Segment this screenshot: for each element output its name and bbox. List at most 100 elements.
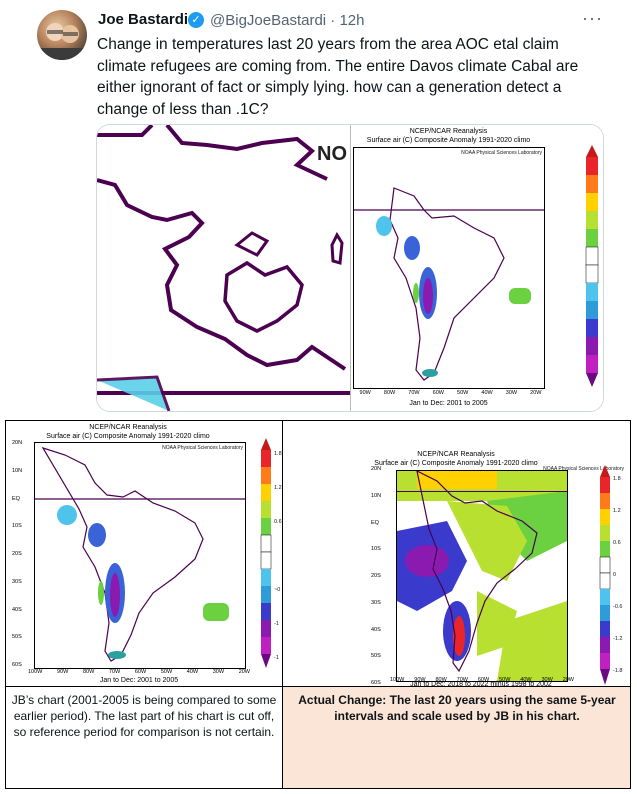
right-map-subtitle: NOAA Physical Sciences Laboratory [543,466,624,472]
right-map-footer: Jan to Dec: 2018 to 2022 minus 1998 to 2… [410,681,552,688]
left-map-subtitle: NOAA Physical Sciences Laboratory [162,445,243,451]
y-tick: 20S [12,551,22,557]
left-map-plot: NOAA Physical Sciences Laboratory [34,442,246,669]
left-scale-label: 0.6 [274,519,282,525]
left-scale-label: ~0 [274,587,281,593]
grid-line-mid [5,686,631,687]
y-tick: 10N [371,492,382,499]
right-scale-label: 1.2 [613,508,621,514]
card-map-title1: NCEP/NCAR Reanalysis [409,128,488,135]
x-tick: 70W [408,390,420,396]
y-tick: 60S [371,680,381,686]
right-map-yticks: 20N 10N EQ 10S 20S 30S 40S 50S 60S [371,466,393,686]
left-map-title2: Surface air (C) Composite Anomaly 1991-2… [46,433,210,440]
left-scale-label: 1.2 [274,485,282,491]
caption-right: Actual Change: The last 20 years using t… [298,693,616,723]
x-tick: 80W [82,669,95,675]
y-tick: 20N [371,466,382,472]
caption-right-bg [283,687,630,788]
right-map-title1: NCEP/NCAR Reanalysis [417,451,495,458]
grid-line-right [630,420,631,789]
x-tick: 60W [432,390,444,396]
right-map-colorbar [599,465,611,685]
x-tick: 70W [108,669,121,675]
y-tick: EQ [12,495,20,502]
card-map-plot: NOAA Physical Sciences Laboratory [353,147,545,389]
verified-badge-icon: ✓ [188,12,204,28]
handle[interactable]: @BigJoeBastardi [210,12,327,29]
timestamp[interactable]: · 12h [330,12,365,29]
x-tick: 40W [186,669,199,675]
display-name[interactable]: Joe Bastardi [98,11,189,28]
zoomed-map-crop [97,125,350,411]
x-tick: 50W [457,390,469,396]
x-tick: 100W [390,677,405,683]
left-scale-label: -1 [274,621,279,627]
right-scale-label: 0 [613,572,617,578]
x-tick: 50W [499,677,511,683]
grid-line-left [5,420,6,789]
x-tick: 100W [28,669,43,675]
left-map-footer: Jan to Dec: 2001 to 2005 [99,677,179,684]
x-tick: 20W [238,669,250,675]
x-tick: 50W [160,669,173,675]
card-colorbar [585,145,599,387]
y-tick: 30S [371,599,381,606]
y-tick: 30S [12,578,22,585]
x-tick: 70W [456,677,468,683]
y-tick: EQ [371,519,379,526]
x-tick: 90W [414,677,426,683]
left-map-yticks: 20N 10N EQ 10S 20S 30S 40S 50S 60S [12,440,32,668]
right-scale-label: -1.8 [613,668,623,674]
card-map-footer: Jan to Dec: 2001 to 2005 [409,400,488,407]
left-map-figure: NCEP/NCAR Reanalysis Surface air (C) Com… [8,423,282,685]
right-map-title2: Surface air (C) Composite Anomaly 1991-2… [374,460,538,467]
right-scale-label: -0.6 [613,604,623,610]
card-map-subtitle: NOAA Physical Sciences Laboratory [461,150,542,156]
card-map-xticks: 90W 80W 70W 60W 50W 40W 30W 20W [353,390,548,396]
crop-label: NO [317,143,347,165]
left-map-colorbar [260,438,272,668]
right-map-figure: NCEP/NCAR Reanalysis Surface air (C) Com… [286,423,628,688]
x-tick: 90W [57,669,69,675]
grid-line-center [282,420,283,789]
grid-line-bottom [5,788,631,789]
avatar[interactable] [37,10,87,60]
y-tick: 10S [371,546,381,553]
y-tick: 40S [12,606,22,613]
y-tick: 20S [371,573,381,579]
y-tick: 20N [12,440,23,446]
left-scale-label: 1.8 [274,451,282,457]
caption-left: JB’s chart (2001-2005 is being compared … [11,693,277,739]
right-scale-label: 1.8 [613,476,621,482]
y-tick: 40S [371,626,381,633]
y-tick: 10S [12,523,22,530]
y-tick: 60S [12,662,22,668]
y-tick: 10N [12,467,23,474]
x-tick: 30W [505,390,518,396]
card-map-panel: NCEP/NCAR Reanalysis Surface air (C) Com… [350,125,603,411]
more-icon[interactable]: ··· [582,8,603,28]
right-scale-label: -1.2 [613,636,623,642]
right-map-plot [396,470,568,682]
tweet-handle-time[interactable]: @BigJoeBastardi · 12h [210,12,365,29]
y-tick: 50S [371,653,381,660]
x-tick: 20W [530,390,542,396]
x-tick: 20W [562,677,574,683]
x-tick: 40W [481,390,493,396]
tweet-media-card[interactable]: NO NCEP/NCAR Reanalysis Surface air (C) … [96,124,604,412]
x-tick: 30W [541,677,553,683]
x-tick: 60W [477,677,490,683]
left-map-title1: NCEP/NCAR Reanalysis [89,424,167,431]
left-scale-label: -1 [274,655,279,661]
card-map-title2: Surface air (C) Composite Anomaly 1991-2… [366,137,531,144]
tweet-text: Change in temperatures last 20 years fro… [97,36,579,118]
grid-line-top [5,420,631,421]
y-tick: 50S [12,634,22,641]
x-tick: 80W [435,677,447,683]
left-map-xticks: 100W 90W 80W 70W 60W 50W 40W 30W 20W [28,669,250,675]
right-map-xticks: 100W 90W 80W 70W 60W 50W 40W 30W 20W [390,677,574,683]
x-tick: 40W [520,677,532,683]
right-scale-label: 0.6 [613,540,621,546]
x-tick: 60W [134,669,147,675]
